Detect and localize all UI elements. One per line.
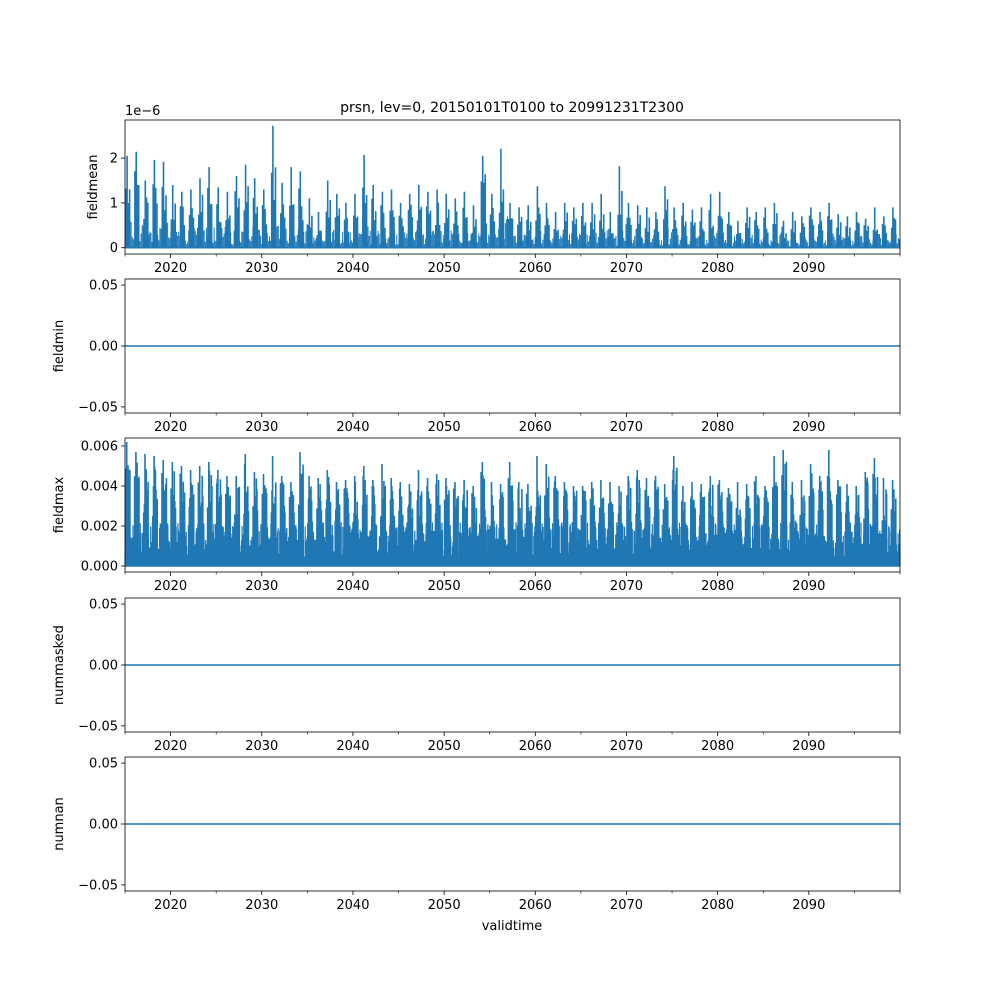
nummasked-xtick-label: 2060	[519, 739, 552, 754]
fieldmin-xtick-label: 2070	[610, 420, 643, 435]
fieldmean-xtick-label: 2070	[610, 261, 643, 276]
fieldmax-xtick-label: 2070	[610, 579, 643, 594]
fieldmin-xtick-label: 2080	[701, 420, 734, 435]
fieldmax-xtick-label: 2030	[245, 579, 278, 594]
nummasked-xtick-label: 2090	[792, 739, 825, 754]
fieldmean-ylabel: fieldmean	[86, 155, 101, 220]
numnan-xtick-label: 2080	[701, 898, 734, 913]
fieldmean-xtick-label: 2080	[701, 261, 734, 276]
nummasked-xtick-label: 2040	[336, 739, 369, 754]
panel-fieldmin: −0.05 0.00 0.05 2020 2030 2040 2050 2060 2070 208…	[52, 279, 901, 435]
fieldmax-xtick-label: 2090	[792, 579, 825, 594]
fieldmin-ytick-label: 0.00	[89, 340, 118, 355]
fieldmin-xtick-label: 2050	[428, 420, 461, 435]
nummasked-ytick-label: −0.05	[78, 719, 118, 734]
fieldmean-xtick-label: 2060	[519, 261, 552, 276]
fieldmax-xtick-label: 2080	[701, 579, 734, 594]
fieldmin-xtick-label: 2020	[154, 420, 187, 435]
fieldmean-xtick-label: 2020	[154, 261, 187, 276]
fieldmax-xtick-label: 2050	[428, 579, 461, 594]
numnan-xtick-label: 2030	[245, 898, 278, 913]
fieldmin-xtick-label: 2060	[519, 420, 552, 435]
nummasked-ytick-label: 0.00	[89, 659, 118, 674]
numnan-xtick-label: 2060	[519, 898, 552, 913]
nummasked-xtick-label: 2070	[610, 739, 643, 754]
fieldmin-xtick-label: 2090	[792, 420, 825, 435]
panel-fieldmax: 0.000 0.002 0.004 0.006 2020 2030 2040 2050 2060…	[52, 437, 901, 594]
numnan-ylabel: numnan	[52, 797, 67, 851]
numnan-ytick-label: 0.05	[89, 757, 118, 772]
nummasked-xtick-label: 2020	[154, 739, 187, 754]
panel-numnan: −0.05 0.00 0.05 2020 2030 2040 2050 2060 2070 208…	[52, 757, 901, 913]
nummasked-ytick-label: 0.05	[89, 598, 118, 613]
panels: 0 1 2 2020 2030 2040 2050 2060 2070 2080 2090 field…	[52, 104, 901, 913]
fieldmean-ytick-label: 0	[110, 241, 118, 256]
fieldmax-series	[124, 442, 901, 567]
fieldmean-frame	[124, 119, 901, 255]
fieldmean-offset-label: 1e−6	[125, 104, 160, 119]
fieldmean-band	[125, 213, 900, 248]
fieldmean-xtick-label: 2090	[792, 261, 825, 276]
fieldmax-ytick-label: 0.004	[81, 480, 118, 495]
fieldmean-ytick-label: 2	[110, 152, 118, 167]
fieldmin-xtick-label: 2030	[245, 420, 278, 435]
fieldmean-series	[125, 125, 900, 249]
fieldmin-xtick-label: 2040	[336, 420, 369, 435]
fieldmax-ytick-label: 0.002	[81, 520, 118, 535]
fieldmax-ytick-label: 0.000	[81, 560, 118, 575]
numnan-xtick-label: 2040	[336, 898, 369, 913]
nummasked-xtick-label: 2030	[245, 739, 278, 754]
fieldmin-ytick-label: −0.05	[78, 400, 118, 415]
fieldmax-frame	[124, 437, 901, 573]
numnan-xtick-label: 2050	[428, 898, 461, 913]
fieldmin-ylabel: fieldmin	[52, 320, 67, 373]
numnan-ytick-label: 0.00	[89, 818, 118, 833]
fieldmean-xtick-label: 2030	[245, 261, 278, 276]
fieldmin-ytick-label: 0.05	[89, 279, 118, 294]
nummasked-xtick-label: 2050	[428, 739, 461, 754]
fieldmax-xtick-label: 2020	[154, 579, 187, 594]
numnan-xtick-label: 2090	[792, 898, 825, 913]
fieldmax-ylabel: fieldmax	[52, 477, 67, 534]
fieldmean-xtick-label: 2050	[428, 261, 461, 276]
fieldmax-xtick-label: 2040	[336, 579, 369, 594]
numnan-ytick-label: −0.05	[78, 878, 118, 893]
numnan-xtick-label: 2020	[154, 898, 187, 913]
panel-fieldmean: 0 1 2 2020 2030 2040 2050 2060 2070 2080 2090 field…	[86, 104, 901, 276]
panel-nummasked: −0.05 0.00 0.05 2020 2030 2040 2050 2060 2070 208…	[52, 598, 901, 754]
figure-title: prsn, lev=0, 20150101T0100 to 20991231T2…	[340, 100, 684, 116]
nummasked-ylabel: nummasked	[52, 625, 67, 705]
fieldmax-xtick-label: 2060	[519, 579, 552, 594]
numnan-xtick-label: 2070	[610, 898, 643, 913]
x-axis-label: validtime	[482, 919, 543, 934]
fieldmax-ytick-label: 0.006	[81, 440, 118, 455]
fieldmean-ytick-label: 1	[110, 196, 118, 211]
fieldmean-xtick-label: 2040	[336, 261, 369, 276]
nummasked-xtick-label: 2080	[701, 739, 734, 754]
